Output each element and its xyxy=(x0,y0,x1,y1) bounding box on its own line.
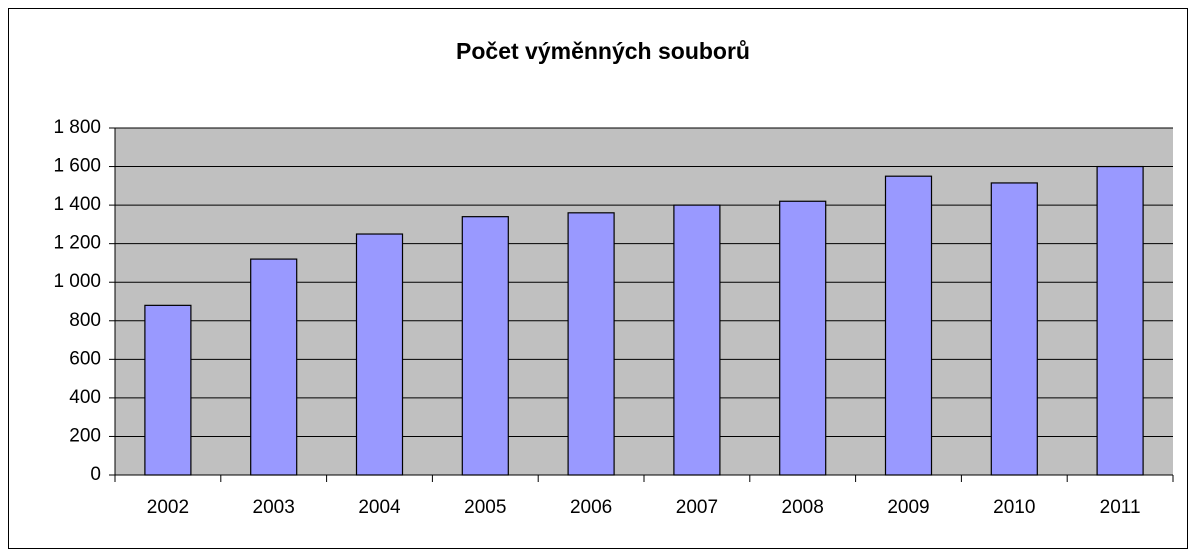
y-tick-label: 1 800 xyxy=(53,117,101,138)
x-tick-label: 2010 xyxy=(993,497,1035,518)
bar xyxy=(673,204,721,476)
y-tick-label: 1 000 xyxy=(53,271,101,292)
y-tick-label: 1 200 xyxy=(53,233,101,254)
x-tick-label: 2005 xyxy=(464,497,506,518)
x-tick-label: 2006 xyxy=(570,497,612,518)
y-tick-label: 600 xyxy=(69,348,101,369)
bar xyxy=(567,212,615,476)
bar xyxy=(355,233,404,476)
bar xyxy=(990,182,1038,476)
x-tick-label: 2003 xyxy=(253,497,295,518)
x-tick-label: 2002 xyxy=(147,497,189,518)
bar xyxy=(779,200,827,476)
x-tick-label: 2008 xyxy=(782,497,824,518)
y-tick-label: 200 xyxy=(69,425,101,446)
bar xyxy=(461,216,509,476)
y-tick-label: 800 xyxy=(69,310,101,331)
bar xyxy=(1096,165,1144,476)
bar xyxy=(250,258,298,476)
chart-title: Počet výměnných souborů xyxy=(456,38,750,64)
y-tick-label: 400 xyxy=(69,387,101,408)
bar xyxy=(884,175,933,476)
x-tick-label: 2004 xyxy=(358,497,401,518)
y-tick-label: 0 xyxy=(90,464,101,485)
x-tick-label: 2007 xyxy=(676,497,718,518)
x-tick-label: 2009 xyxy=(887,497,929,518)
y-tick-label: 1 600 xyxy=(53,156,101,177)
bar xyxy=(144,304,192,476)
y-tick-label: 1 400 xyxy=(53,194,101,215)
x-tick-label: 2011 xyxy=(1100,497,1141,518)
